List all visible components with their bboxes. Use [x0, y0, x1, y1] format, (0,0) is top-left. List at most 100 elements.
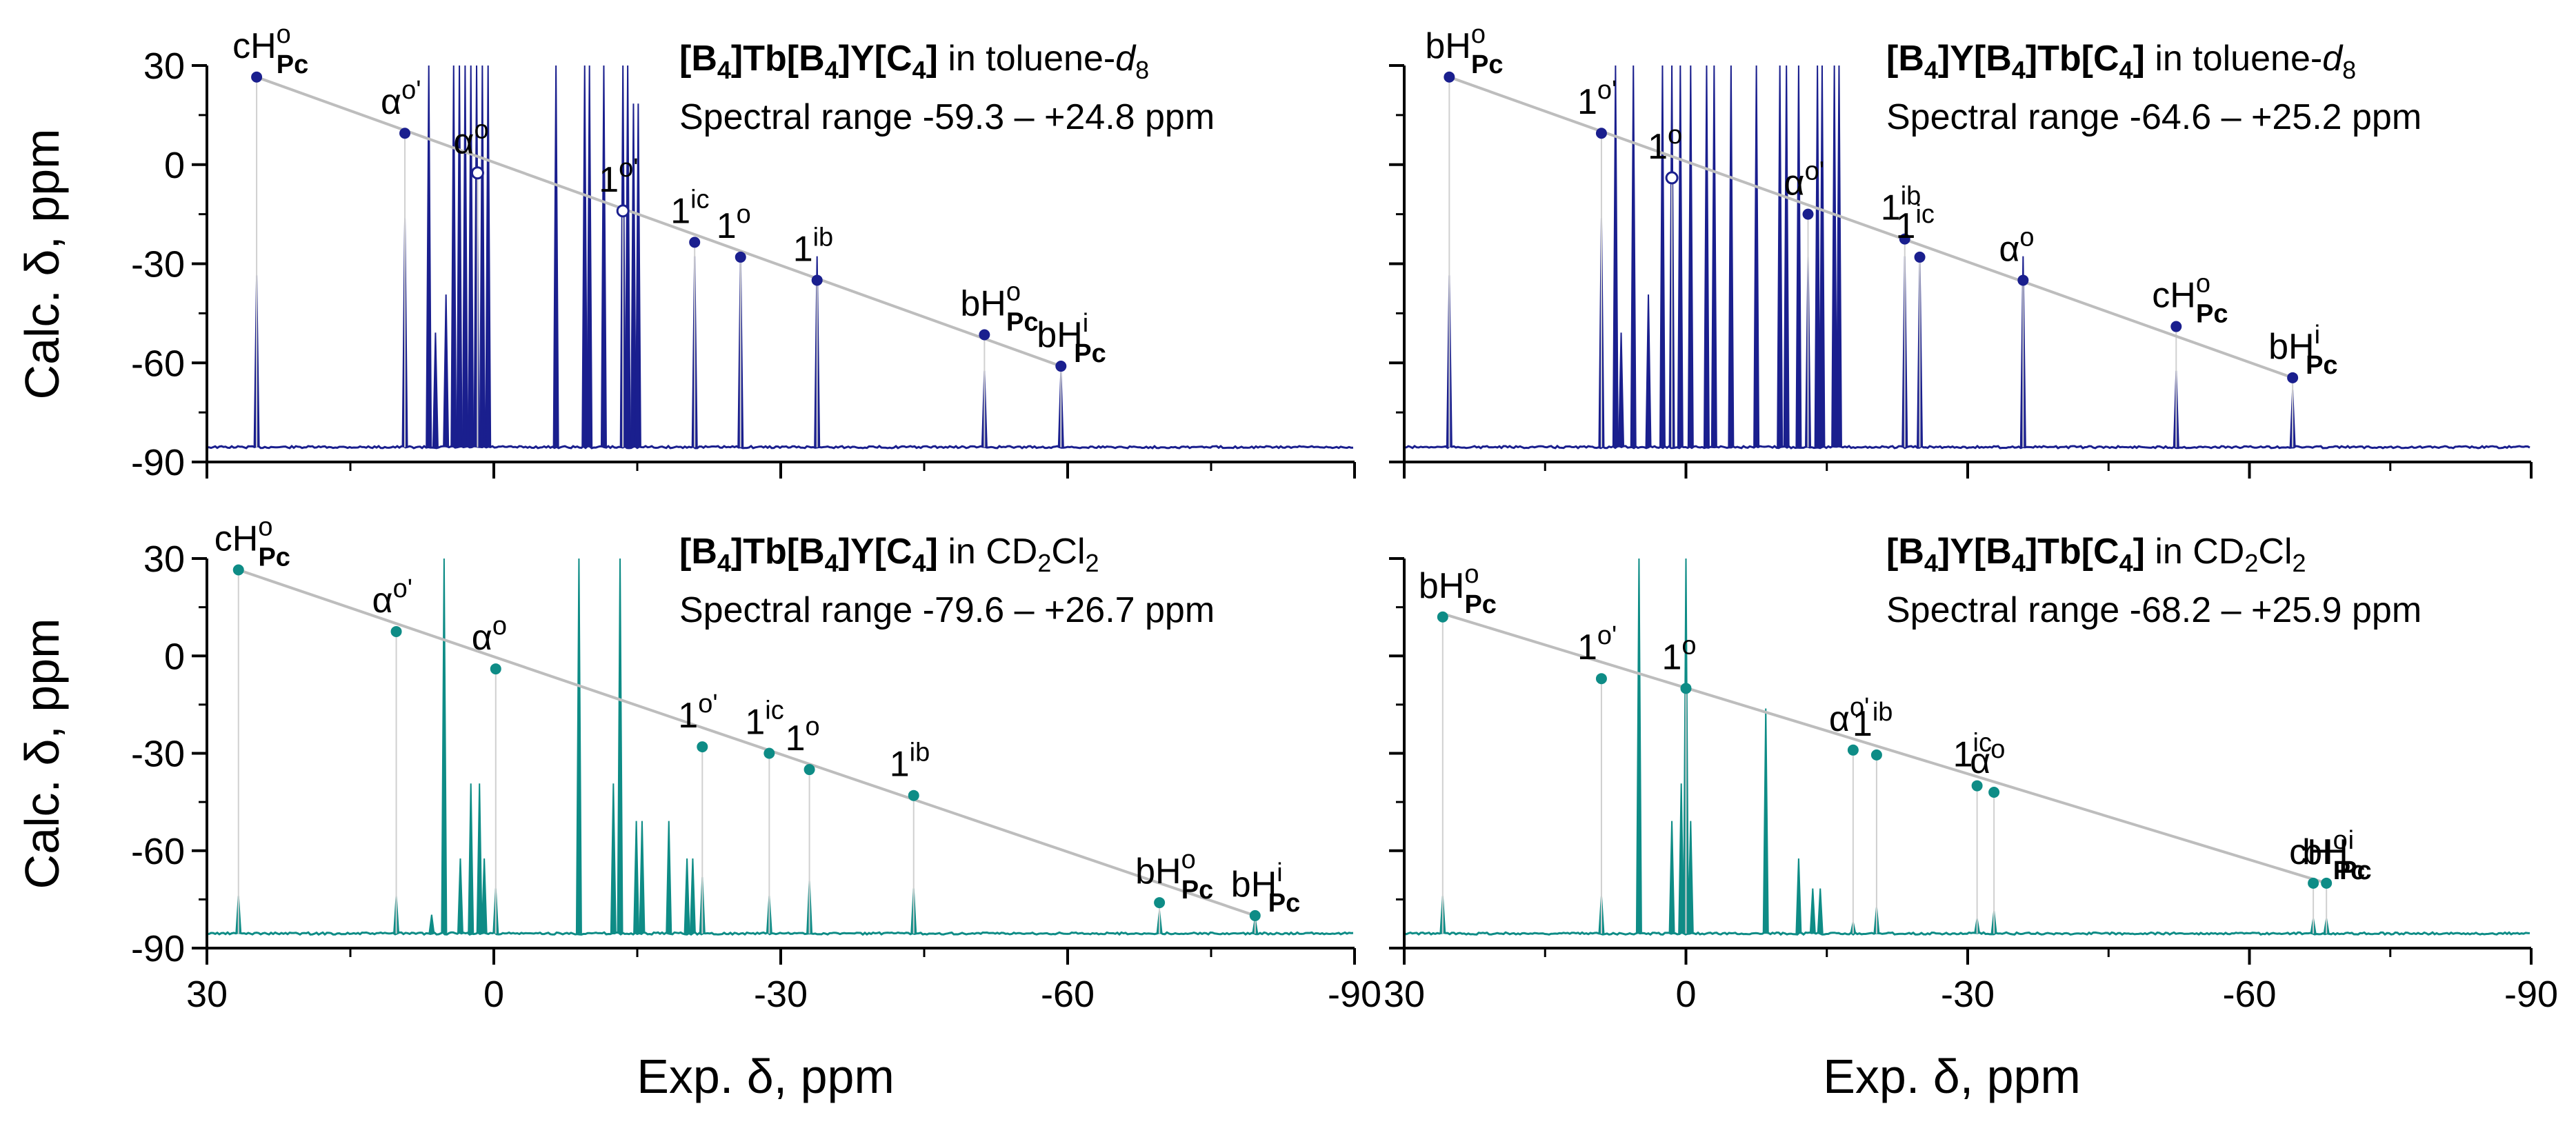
spectrum-peak — [468, 65, 475, 448]
point-label: cHo Pc — [2289, 826, 2365, 885]
data-point — [251, 71, 263, 83]
point-label: 1o — [786, 712, 820, 758]
panel-subtitle: Spectral range -79.6 – +26.7 ppm — [679, 590, 1215, 630]
spectrum-peak — [1819, 65, 1826, 448]
point-label: cHo Pc — [214, 512, 290, 572]
x-tick-label: 30 — [1384, 974, 1425, 1015]
spectrum-peak — [1783, 65, 1790, 448]
spectrum-peak — [426, 65, 432, 448]
spectrum-peak — [639, 821, 646, 934]
spectrum-peak — [552, 65, 559, 448]
x-tick-label: -90 — [2504, 974, 2558, 1015]
spectrum-peak — [1831, 65, 1838, 448]
y-tick-label: -60 — [131, 343, 185, 384]
spectrum-peak — [468, 783, 475, 934]
spectrum-baseline — [1403, 444, 2530, 450]
spectrum-peak — [1795, 858, 1802, 934]
point-label: bHo Pc — [1135, 845, 1213, 905]
data-point — [1154, 897, 1166, 909]
point-label: 1ib — [1853, 698, 1893, 744]
spectrum-baseline — [206, 931, 1354, 936]
point-label: bHi Pc — [2302, 826, 2371, 885]
data-point — [399, 128, 411, 139]
point-label: αo' — [1784, 157, 1824, 203]
point-label: bHo Pc — [960, 278, 1038, 337]
spectrum-peak — [683, 858, 690, 934]
data-point — [735, 251, 746, 263]
y-tick-label: 0 — [164, 145, 185, 186]
point-label: αo' — [381, 76, 421, 122]
panel-subtitle: Spectral range -59.3 – +24.8 ppm — [679, 97, 1215, 137]
spectrum-peak — [633, 821, 640, 934]
x-tick-label: 0 — [483, 974, 504, 1015]
data-point — [2308, 877, 2319, 889]
fit-line — [1442, 612, 2327, 885]
point-label: αo — [453, 116, 488, 162]
data-point — [1680, 683, 1692, 694]
y-tick-label: -90 — [131, 442, 185, 483]
point-label: 1ib — [793, 223, 834, 269]
point-label: αo — [1970, 735, 2005, 781]
panel-title: [B4]Y[B4]Tb[C4] in CD2Cl2 — [1886, 532, 2306, 577]
spectrum-peak — [1762, 708, 1769, 934]
spectrum-peak — [1677, 65, 1684, 448]
point-label: bHi Pc — [1037, 309, 1106, 368]
fit-line — [238, 568, 1256, 917]
point-label: 1ib — [890, 738, 930, 785]
fit-line — [1448, 75, 2293, 379]
spectrum-peak — [1687, 821, 1694, 934]
spectrum-peak — [600, 65, 607, 448]
point-label: bHo Pc — [1419, 560, 1497, 619]
spectrum-peak — [1678, 783, 1685, 934]
data-point — [1595, 128, 1607, 139]
point-label: αo — [1999, 223, 2034, 269]
data-point — [1971, 780, 1983, 792]
spectrum-peak — [1814, 65, 1821, 448]
spectrum-peak — [1659, 65, 1666, 448]
spectrum-peak — [630, 103, 637, 448]
spectrum-peak — [1635, 558, 1642, 934]
x-tick-label: -60 — [1041, 974, 1095, 1015]
spectrum-peak — [485, 65, 492, 448]
panel-subtitle: Spectral range -68.2 – +25.9 ppm — [1886, 590, 2422, 630]
spectrum-peak — [461, 65, 468, 448]
spectrum-peak — [1618, 332, 1625, 448]
spectrum-peak — [456, 65, 463, 448]
spectrum-peak — [443, 294, 450, 448]
spectrum-peak — [457, 858, 463, 934]
spectrum-peak — [1645, 294, 1652, 448]
y-tick-label: 30 — [143, 46, 185, 87]
x-tick-label: -60 — [2222, 974, 2276, 1015]
data-point — [616, 204, 630, 218]
data-point — [2170, 321, 2182, 332]
spectrum-peak — [1710, 65, 1717, 448]
panel-title: [B4]Tb[B4]Y[C4] in CD2Cl2 — [679, 532, 1099, 577]
data-point — [803, 764, 815, 776]
y-axis-title: Calc. δ, ppm — [15, 619, 69, 889]
data-point — [763, 747, 775, 759]
y-tick-label: -90 — [131, 928, 185, 969]
spectrum-baseline — [206, 444, 1354, 450]
data-point — [1444, 71, 1455, 83]
y-tick-label: -30 — [131, 244, 185, 285]
y-tick-label: -60 — [131, 831, 185, 872]
data-point — [689, 237, 701, 248]
point-label: bHo Pc — [1425, 20, 1503, 79]
data-point — [1802, 208, 1814, 220]
point-label: cHo Pc — [2152, 270, 2228, 329]
x-axis-title: Exp. δ, ppm — [1823, 1049, 2081, 1103]
data-point — [811, 274, 823, 286]
data-point — [1595, 673, 1607, 685]
spectrum-peak — [1630, 65, 1637, 448]
y-tick-label: -30 — [131, 734, 185, 775]
x-tick-label: -30 — [754, 974, 808, 1015]
data-point — [1847, 744, 1859, 756]
point-label: αo — [472, 612, 507, 658]
spectrum-peak — [1753, 65, 1760, 448]
spectrum-peak — [610, 783, 617, 934]
